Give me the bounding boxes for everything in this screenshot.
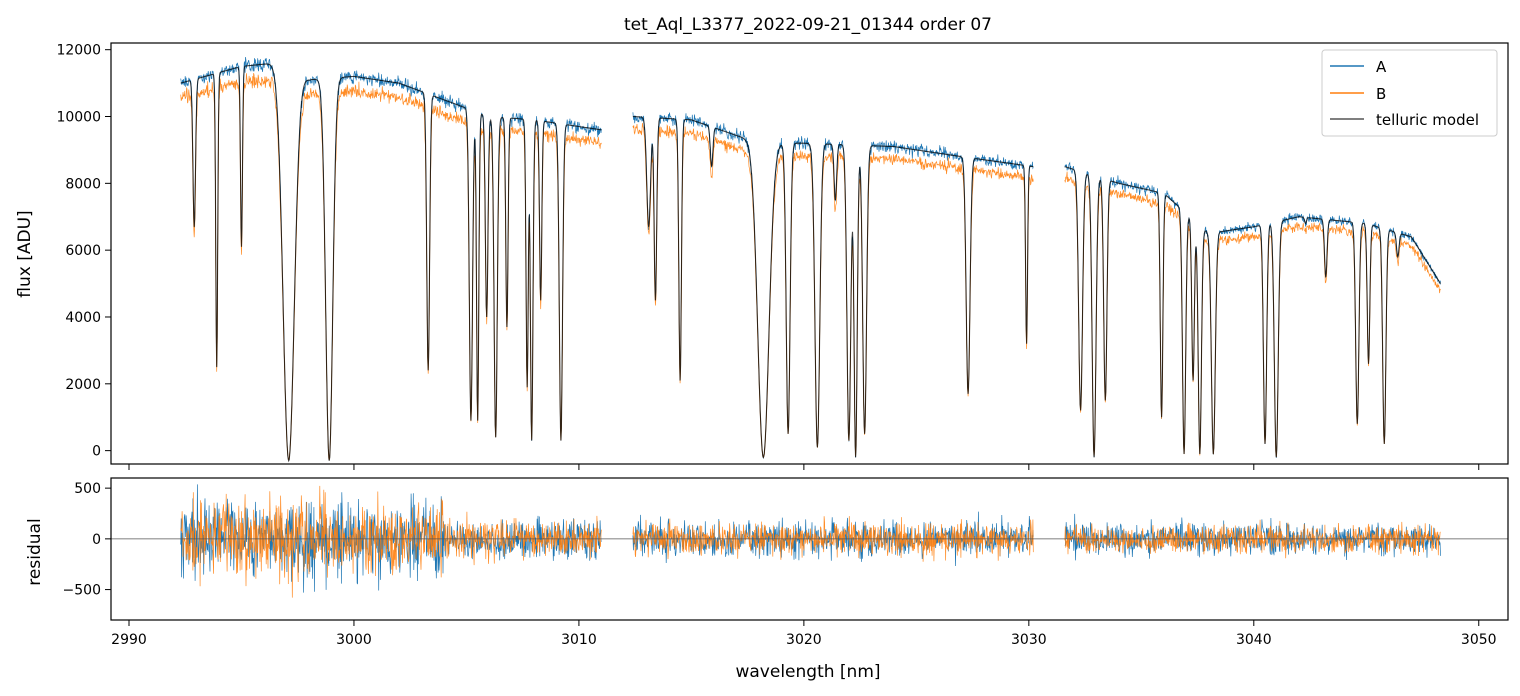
flux-y-tick-label: 0 [92, 444, 101, 460]
flux-y-tick-label: 10000 [56, 110, 101, 126]
x-tick-label: 3050 [1461, 632, 1497, 648]
legend-box [1321, 49, 1498, 137]
flux-y-tick-label: 4000 [65, 310, 101, 326]
x-tick-label: 3030 [1011, 632, 1047, 648]
x-tick-label: 3000 [336, 632, 372, 648]
legend: A B telluric model [1321, 49, 1498, 137]
legend-label-b: B [1376, 85, 1386, 103]
x-axis-label: wavelength [nm] [735, 662, 880, 682]
residual-plot-frame [110, 477, 1509, 621]
flux-x-axis [128, 464, 1480, 470]
flux-panel: 0 2000 4000 6000 8000 10000 12000 flux [ADU] A… [15, 42, 1509, 470]
residual-y-tick-label: −500 [63, 583, 101, 599]
flux-plot-frame [110, 42, 1509, 465]
residual-y-tick-label: 500 [74, 481, 101, 497]
flux-y-tick-label: 2000 [65, 377, 101, 393]
residual-y-axis: −500 0 500 [63, 481, 111, 599]
chart-title: tet_Aql_L3377_2022-09-21_01344 order 07 [624, 15, 992, 35]
legend-label-a: A [1376, 58, 1387, 76]
telluric-model-line [180, 63, 1441, 463]
x-tick-label: 3040 [1236, 632, 1272, 648]
residual-panel: −500 0 500 2990 3000 3010 3020 3030 3040 3050 re… [25, 477, 1509, 682]
flux-y-label: flux [ADU] [15, 210, 35, 297]
flux-y-tick-label: 6000 [65, 243, 101, 259]
residual-y-tick-label: 0 [92, 532, 101, 548]
x-tick-label: 3020 [786, 632, 822, 648]
residual-y-label: residual [25, 518, 45, 585]
x-tick-label: 2990 [111, 632, 147, 648]
flux-y-tick-label: 12000 [56, 43, 101, 59]
legend-label-model: telluric model [1376, 111, 1479, 129]
series-b-line [180, 73, 1441, 461]
flux-y-axis: 0 2000 4000 6000 8000 10000 12000 [56, 43, 111, 460]
x-tick-label: 3010 [561, 632, 597, 648]
residual-x-axis: 2990 3000 3010 3020 3030 3040 3050 [111, 620, 1497, 648]
flux-y-tick-label: 8000 [65, 176, 101, 192]
series-a-line [180, 56, 1441, 461]
